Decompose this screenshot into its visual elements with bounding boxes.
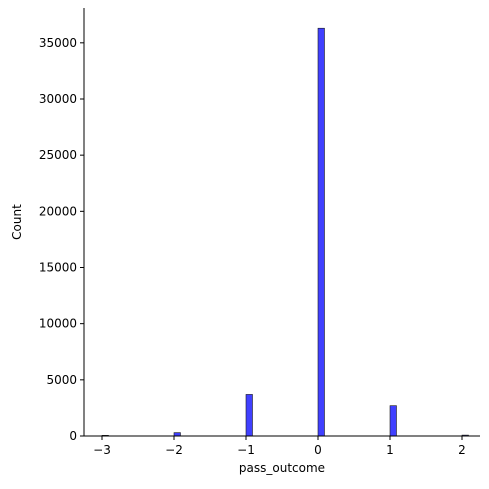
- x-tick-label: −3: [93, 443, 111, 457]
- x-tick-label: −1: [237, 443, 255, 457]
- histogram-bar: [245, 394, 253, 437]
- y-tick-label: 25000: [39, 148, 77, 162]
- y-tick-label: 15000: [39, 260, 77, 274]
- x-tick-label: 2: [458, 443, 466, 457]
- histogram-bars: [101, 27, 469, 437]
- histogram-bar: [317, 27, 325, 437]
- x-ticks: −3 −2 −1 0 1 2: [93, 436, 466, 457]
- histogram-bar: [173, 432, 181, 437]
- y-tick-label: 10000: [39, 317, 77, 331]
- y-ticks: 0 5000 10000 15000 20000 25000 30000 35000: [39, 36, 84, 443]
- x-tick-label: 1: [386, 443, 394, 457]
- y-tick-label: 35000: [39, 36, 77, 50]
- y-tick-label: 5000: [46, 373, 77, 387]
- x-tick-label: 0: [314, 443, 322, 457]
- y-tick-label: 30000: [39, 92, 77, 106]
- y-axis-label: Count: [10, 204, 24, 240]
- y-tick-label: 0: [69, 429, 77, 443]
- x-tick-label: −2: [165, 443, 183, 457]
- x-axis-label: pass_outcome: [239, 461, 325, 475]
- histogram-bar: [389, 405, 397, 437]
- y-tick-label: 20000: [39, 204, 77, 218]
